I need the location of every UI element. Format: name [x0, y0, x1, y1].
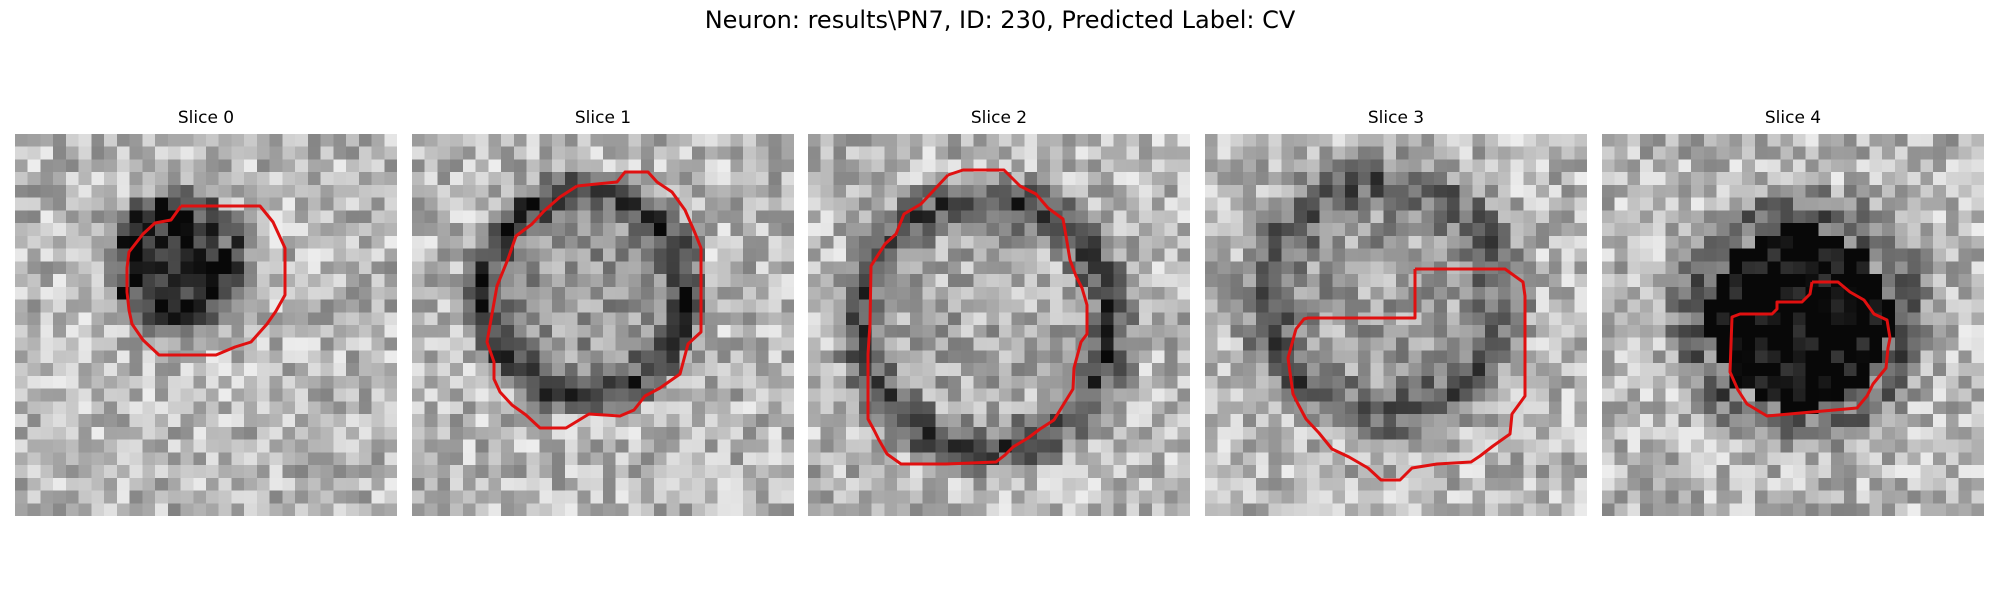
slice-image-1 — [412, 134, 794, 516]
segmentation-contour-2 — [866, 168, 1089, 466]
slice-image-4 — [1602, 134, 1984, 516]
contour-overlay-3 — [1286, 267, 1527, 482]
segmentation-contour-3 — [1286, 267, 1527, 482]
slice-image-2 — [808, 134, 1190, 516]
slice-image-0 — [15, 134, 397, 516]
figure-title: Neuron: results\PN7, ID: 230, Predicted … — [704, 6, 1296, 34]
contour-overlay-1 — [485, 170, 703, 430]
slice-title-3: Slice 3 — [1367, 108, 1425, 128]
slice-title-1: Slice 1 — [574, 108, 632, 128]
segmentation-contour-1 — [485, 170, 703, 430]
slice-title-4: Slice 4 — [1764, 108, 1822, 128]
slice-title-0: Slice 0 — [177, 108, 235, 128]
contour-overlay-4 — [1728, 280, 1892, 418]
segmentation-contour-4 — [1728, 280, 1892, 418]
contour-overlay-2 — [866, 168, 1089, 466]
segmentation-contour-0 — [125, 204, 287, 357]
slice-title-2: Slice 2 — [970, 108, 1028, 128]
contour-overlay-0 — [125, 204, 287, 357]
slice-image-3 — [1205, 134, 1587, 516]
